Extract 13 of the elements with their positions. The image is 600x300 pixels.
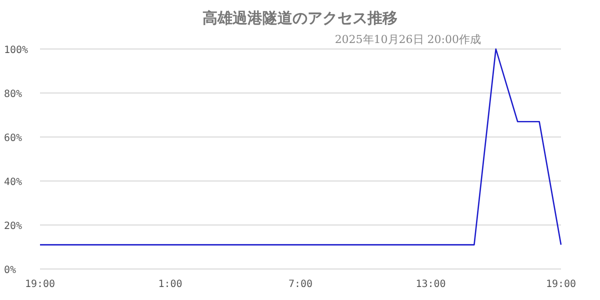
x-tick-label: 7:00	[288, 279, 313, 290]
chart-title: 高雄過港隧道のアクセス推移	[202, 9, 398, 27]
y-tick-label: 100%	[4, 45, 28, 56]
x-tick-label: 1:00	[158, 279, 182, 290]
chart-subtitle: 2025年10月26日 20:00作成	[334, 33, 481, 46]
x-tick-label: 19:00	[24, 279, 56, 290]
x-tick-label: 19:00	[546, 279, 576, 290]
x-tick-label: 13:00	[416, 279, 446, 290]
y-tick-label: 20%	[4, 221, 22, 232]
y-tick-label: 60%	[4, 133, 22, 144]
y-tick-label: 0%	[4, 265, 16, 276]
y-tick-label: 80%	[4, 89, 22, 100]
y-tick-label: 40%	[4, 177, 22, 188]
